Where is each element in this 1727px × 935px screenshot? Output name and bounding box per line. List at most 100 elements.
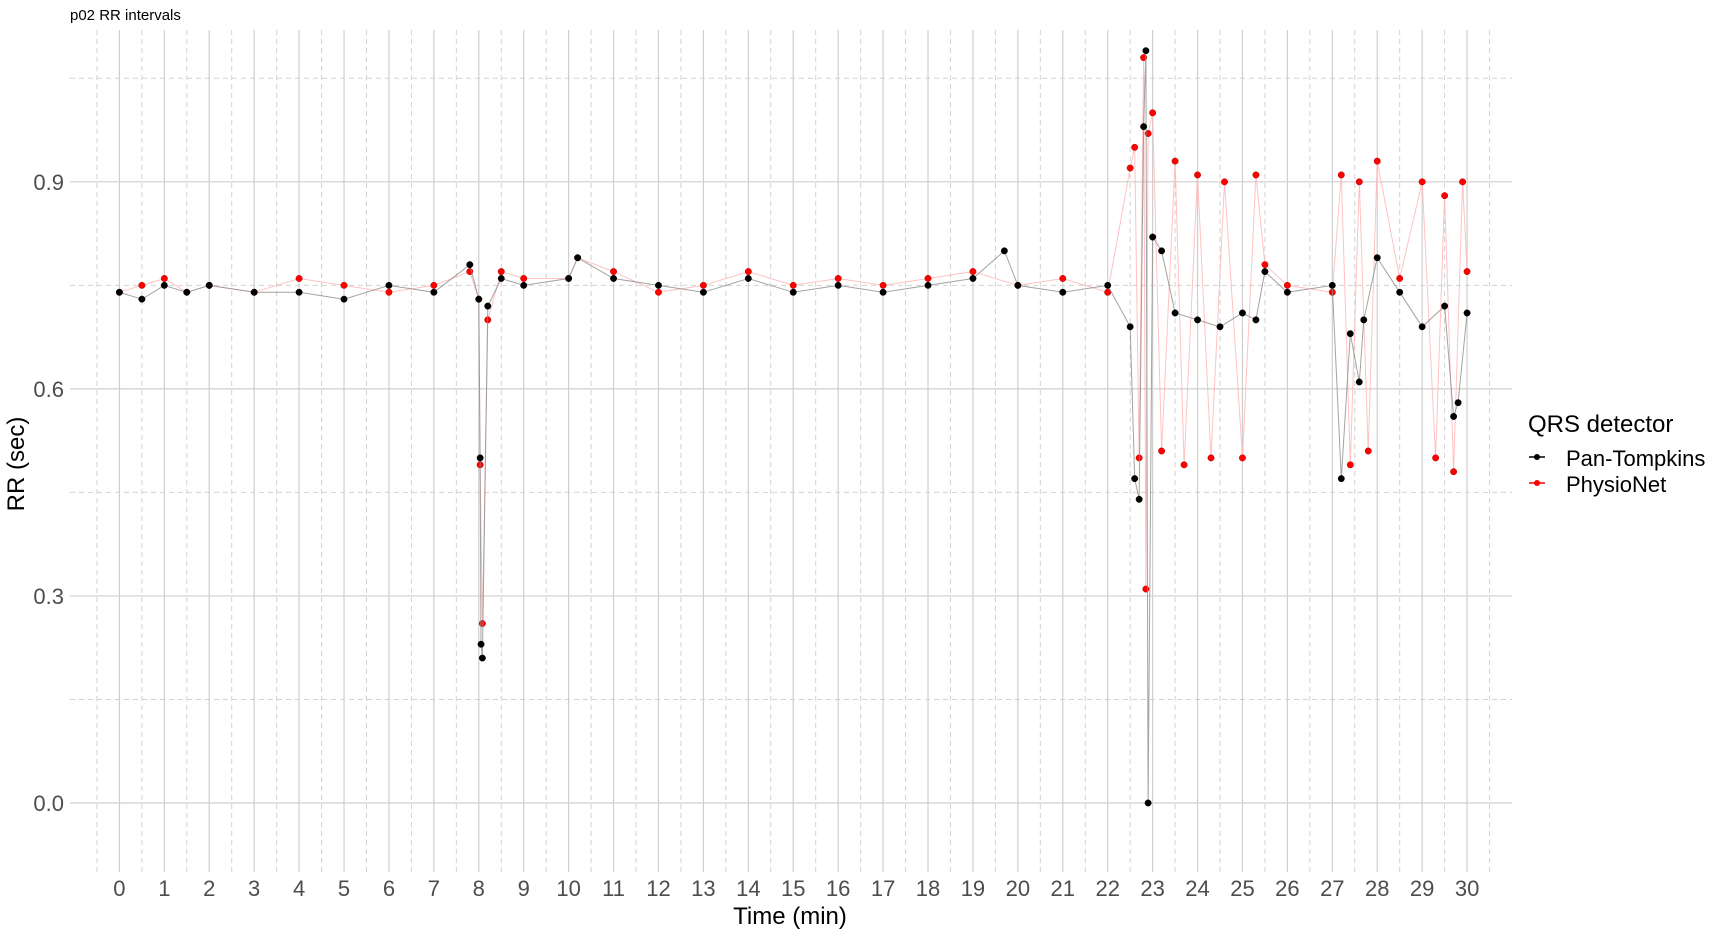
data-point <box>655 288 662 296</box>
data-point <box>879 288 887 296</box>
data-point <box>789 281 797 289</box>
data-point <box>924 275 932 282</box>
data-point <box>1463 268 1471 276</box>
data-point <box>879 281 887 289</box>
x-axis-title: Time (min) <box>733 903 847 930</box>
data-point <box>1239 454 1246 462</box>
data-point <box>520 281 528 289</box>
data-point <box>1396 288 1404 296</box>
data-point <box>1373 254 1381 262</box>
legend-key-pan-tompkins <box>1534 454 1540 460</box>
data-point <box>1216 323 1224 331</box>
data-point <box>1459 178 1467 186</box>
data-point <box>1337 171 1345 179</box>
data-point <box>520 275 528 282</box>
data-point <box>1360 316 1368 324</box>
data-point <box>115 288 123 296</box>
data-point <box>497 268 505 276</box>
data-point <box>1059 275 1067 282</box>
data-point <box>1221 178 1228 186</box>
data-point <box>610 275 618 282</box>
legend-title: QRS detector <box>1528 411 1673 438</box>
x-tick-label: 28 <box>1365 876 1389 901</box>
x-tick-label: 0 <box>113 876 125 901</box>
data-point <box>1450 468 1458 476</box>
data-point <box>1194 316 1201 324</box>
data-point <box>924 281 932 289</box>
data-point <box>1418 323 1426 331</box>
data-point <box>655 281 662 289</box>
data-point <box>1252 171 1260 179</box>
grid <box>70 30 1512 872</box>
x-tick-label: 30 <box>1455 876 1479 901</box>
data-point <box>744 275 752 282</box>
x-tick-label: 20 <box>1006 876 1030 901</box>
chart-title: p02 RR intervals <box>70 7 181 24</box>
data-point <box>1000 247 1008 255</box>
data-point <box>484 302 492 310</box>
data-point <box>430 288 438 296</box>
y-tick-label: 0.6 <box>33 377 64 402</box>
x-tick-label: 11 <box>602 876 625 901</box>
x-tick-label: 19 <box>961 876 985 901</box>
x-tick-label: 26 <box>1275 876 1299 901</box>
data-point <box>610 268 618 276</box>
data-point <box>385 288 393 296</box>
data-point <box>1140 123 1148 131</box>
data-point <box>295 275 303 282</box>
data-point <box>1283 281 1291 289</box>
data-point <box>385 281 393 289</box>
data-point <box>1171 157 1179 165</box>
data-point <box>1261 261 1269 269</box>
data-point <box>1059 288 1067 296</box>
data-point <box>340 295 348 303</box>
x-tick-label: 17 <box>871 876 895 901</box>
data-point <box>183 288 191 296</box>
y-tick-label: 0.9 <box>33 170 64 195</box>
data-point <box>1171 309 1179 317</box>
x-tick-label: 7 <box>428 876 440 901</box>
legend-key-physionet <box>1534 480 1540 486</box>
x-tick-label: 3 <box>248 876 260 901</box>
data-point <box>1432 454 1440 462</box>
data-point <box>1283 288 1291 296</box>
data-point <box>1126 164 1134 172</box>
x-tick-label: 14 <box>736 876 760 901</box>
x-tick-label: 13 <box>691 876 715 901</box>
x-tick-label: 9 <box>518 876 530 901</box>
x-tick-label: 29 <box>1410 876 1434 901</box>
x-tick-label: 23 <box>1140 876 1164 901</box>
y-tick-label: 0.3 <box>33 584 64 609</box>
x-tick-label: 1 <box>158 876 170 901</box>
x-tick-label: 27 <box>1320 876 1344 901</box>
data-point <box>1373 157 1381 165</box>
data-point <box>744 268 752 276</box>
data-point <box>1149 109 1157 117</box>
data-point <box>497 275 505 282</box>
data-point <box>834 275 842 282</box>
data-point <box>1158 447 1166 455</box>
data-point <box>1441 192 1449 200</box>
data-point <box>475 295 483 303</box>
data-point <box>1396 275 1404 282</box>
data-point <box>160 281 168 289</box>
data-point <box>1126 323 1134 331</box>
data-point <box>1252 316 1260 324</box>
data-point <box>1441 302 1449 310</box>
data-point <box>1450 413 1458 420</box>
x-tick-label: 15 <box>781 876 805 901</box>
data-point <box>1454 399 1462 407</box>
data-point <box>1142 585 1150 593</box>
data-point <box>565 275 573 282</box>
data-point <box>1149 233 1157 241</box>
data-point <box>1180 461 1188 469</box>
data-point <box>1261 268 1269 276</box>
data-point <box>250 288 258 296</box>
x-tick-label: 6 <box>383 876 395 901</box>
x-tick-label: 10 <box>556 876 580 901</box>
x-tick-label: 24 <box>1185 876 1209 901</box>
x-axis-ticks: 0 1 2 3 4 5 6 7 8 9 10 11 12 13 14 15 16 17 18 19 20 21 22 23 24… <box>113 876 1479 901</box>
data-point <box>138 281 146 289</box>
data-point <box>340 281 348 289</box>
